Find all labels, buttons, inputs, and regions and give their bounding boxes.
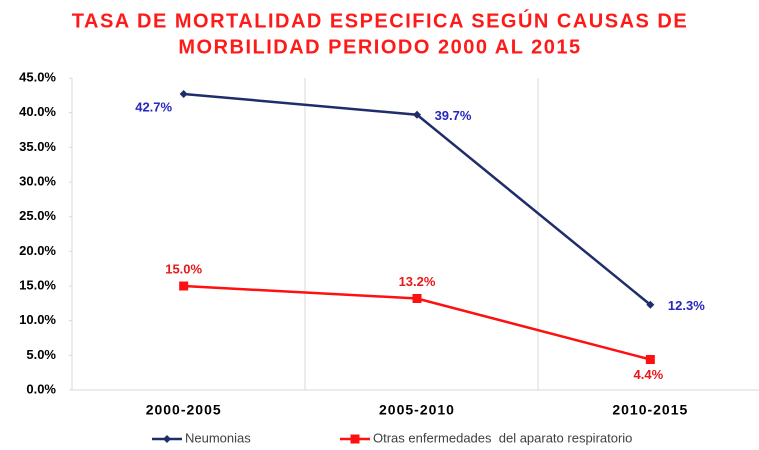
point — [646, 300, 655, 309]
point — [413, 110, 421, 119]
chart-title: TASA DE MORTALIDAD ESPECIFICA SEGÚN CAUS… — [72, 8, 688, 32]
x-tick-label: 2005-2010 — [379, 402, 455, 418]
y-tick-label: 0.0% — [26, 381, 56, 396]
data-label: 13.2% — [399, 274, 436, 289]
y-tick-label: 30.0% — [19, 173, 56, 188]
point — [179, 281, 189, 291]
y-tick-label: 45.0% — [19, 69, 56, 84]
data-label: 39.7% — [435, 108, 472, 123]
y-tick-label: 40.0% — [19, 104, 56, 119]
data-label: 4.4% — [634, 367, 664, 382]
point — [412, 293, 422, 303]
legend-marker — [350, 434, 360, 444]
y-tick-label: 10.0% — [19, 312, 56, 327]
x-tick-label: 2000-2005 — [146, 402, 222, 418]
chart-title: MORBILIDAD PERIODO 2000 AL 2015 — [178, 36, 581, 58]
y-tick-label: 25.0% — [19, 208, 56, 223]
y-tick-label: 15.0% — [19, 277, 56, 292]
y-tick-label: 20.0% — [19, 243, 56, 258]
legend-label: Otras enfermedades del aparato respirato… — [373, 430, 632, 445]
legend-marker — [163, 435, 171, 443]
y-tick-label: 5.0% — [26, 347, 56, 362]
point — [179, 89, 188, 98]
point — [645, 354, 655, 364]
y-tick-label: 35.0% — [19, 139, 56, 154]
data-label: 12.3% — [668, 298, 705, 313]
x-tick-label: 2010-2015 — [612, 402, 688, 418]
data-label: 15.0% — [165, 261, 202, 276]
data-label: 42.7% — [135, 99, 172, 114]
legend-label: Neumonias — [185, 430, 251, 445]
